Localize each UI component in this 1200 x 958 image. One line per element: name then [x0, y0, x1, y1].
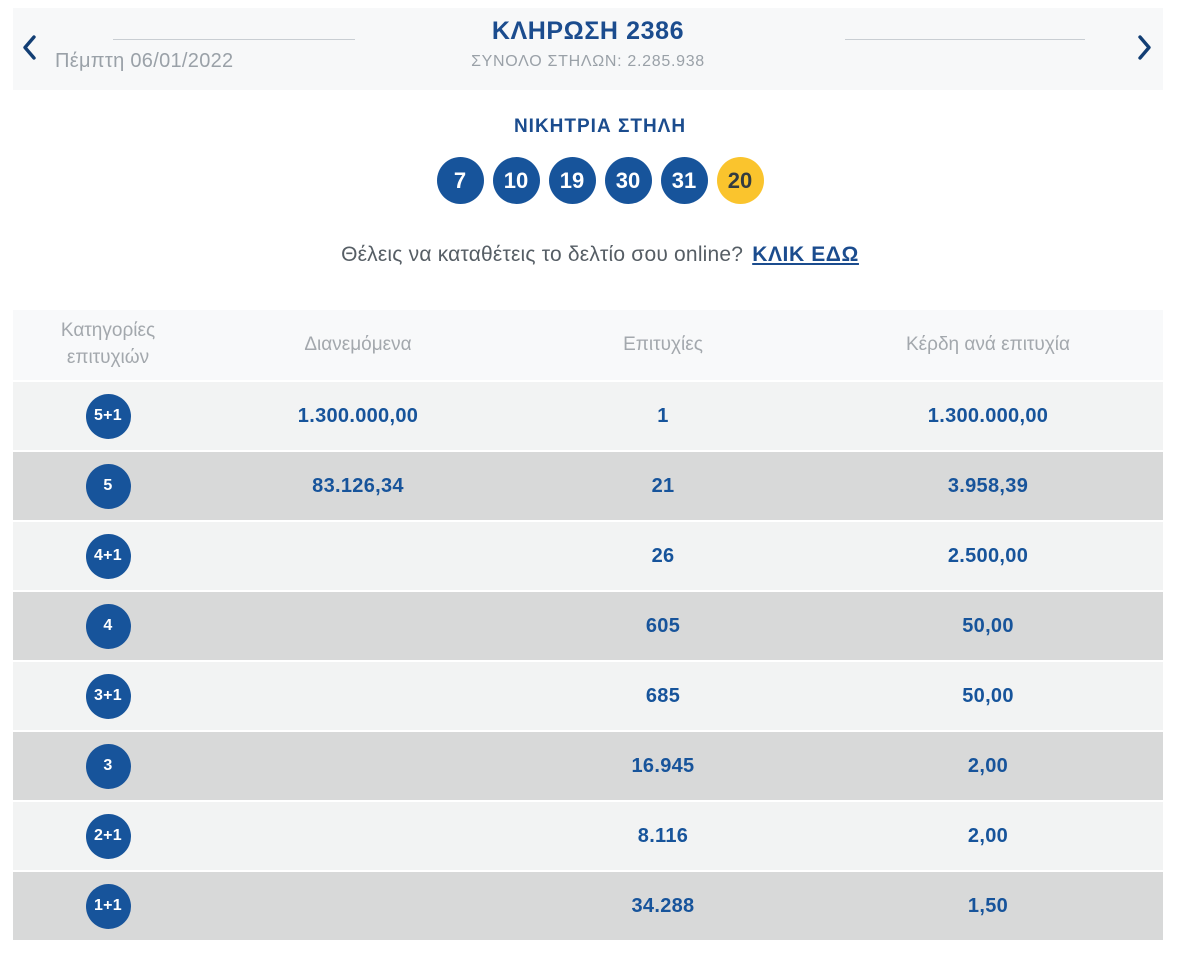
- draw-title-block: ΚΛΗΡΩΣΗ 2386 ΣΥΝΟΛΟ ΣΤΗΛΩΝ: 2.285.938: [13, 17, 1163, 71]
- winners-cell: 26: [651, 544, 675, 567]
- tier-badge: 3: [85, 743, 131, 789]
- prize-per-winner-cell: 50,00: [962, 684, 1014, 707]
- tier-badge: 5: [85, 463, 131, 509]
- winning-number-ball: 7: [436, 157, 484, 204]
- prize-tier-row: 4+1 26 2.500,00: [13, 522, 1163, 592]
- prize-per-winner-cell: 2,00: [967, 754, 1009, 777]
- winners-cell: 8.116: [637, 824, 689, 847]
- prize-per-winner-cell: 1.300.000,00: [927, 404, 1049, 427]
- prize-tier-row: 3 16.945 2,00: [13, 732, 1163, 802]
- prize-per-winner-cell: 2.500,00: [947, 544, 1029, 567]
- tier-badge-cell: 3+1: [13, 673, 203, 719]
- prize-tier-row: 1+1 34.288 1,50: [13, 872, 1163, 942]
- prize-tier-row: 2+1 8.116 2,00: [13, 802, 1163, 872]
- winners-cell: 21: [651, 474, 675, 497]
- winning-column-heading: ΝΙΚΗΤΡΙΑ ΣΤΗΛΗ: [513, 116, 687, 137]
- prize-per-winner-cell: 2,00: [967, 824, 1009, 847]
- winning-number-ball: 31: [660, 157, 708, 204]
- winning-numbers: 7 10 19 30 31 20: [0, 157, 1200, 204]
- tier-badge: 5+1: [85, 393, 131, 439]
- prev-draw-button[interactable]: [17, 30, 42, 65]
- winners-cell: 1: [657, 404, 669, 427]
- online-promo: Θέλεις να καταθέτεις το δελτίο σου onlin…: [0, 243, 1200, 267]
- tier-badge-cell: 3: [13, 743, 203, 789]
- winners-cell: 34.288: [631, 894, 695, 917]
- winners-cell: 16.945: [631, 754, 695, 777]
- divider-line-right: [845, 39, 1085, 40]
- prize-tier-row: 5+1 1.300.000,00 1 1.300.000,00: [13, 382, 1163, 452]
- winners-cell: 685: [645, 684, 681, 707]
- draw-date: Πέμπτη 06/01/2022: [55, 50, 234, 72]
- tier-badge-cell: 5: [13, 463, 203, 509]
- prize-per-winner-cell: 1,50: [967, 894, 1009, 917]
- draw-header: Πέμπτη 06/01/2022 ΚΛΗΡΩΣΗ 2386 ΣΥΝΟΛΟ ΣΤ…: [13, 8, 1163, 90]
- tier-badge-cell: 2+1: [13, 813, 203, 859]
- prize-table: Κατηγορίες επιτυχιών Διανεμόμενα Επιτυχί…: [13, 310, 1163, 942]
- tier-badge-cell: 1+1: [13, 883, 203, 929]
- tier-badge-cell: 4: [13, 603, 203, 649]
- prize-table-header: Κατηγορίες επιτυχιών Διανεμόμενα Επιτυχί…: [13, 310, 1163, 382]
- tier-badge-cell: 4+1: [13, 533, 203, 579]
- divider-line-left: [113, 39, 355, 40]
- tier-badge: 3+1: [85, 673, 131, 719]
- prize-tier-row: 5 83.126,34 21 3.958,39: [13, 452, 1163, 522]
- column-header-distributed: Διανεμόμενα: [304, 333, 412, 355]
- draw-title: ΚΛΗΡΩΣΗ 2386: [491, 17, 685, 45]
- winning-number-ball: 10: [492, 157, 540, 204]
- tier-badge: 4: [85, 603, 131, 649]
- tier-badge-cell: 5+1: [13, 393, 203, 439]
- column-header-prize: Κέρδη ανά επιτυχία: [906, 333, 1070, 355]
- winning-number-ball: 30: [604, 157, 652, 204]
- chevron-right-icon: [1136, 35, 1153, 64]
- prize-per-winner-cell: 50,00: [962, 614, 1014, 637]
- tier-badge: 2+1: [85, 813, 131, 859]
- next-draw-button[interactable]: [1132, 30, 1157, 65]
- distributed-cell: 1.300.000,00: [297, 404, 419, 427]
- click-here-link[interactable]: ΚΛΙΚ ΕΔΩ: [752, 243, 859, 266]
- tier-badge: 4+1: [85, 533, 131, 579]
- joker-number-ball: 20: [716, 157, 764, 204]
- prize-tier-row: 3+1 685 50,00: [13, 662, 1163, 732]
- distributed-cell: 83.126,34: [312, 474, 404, 497]
- chevron-left-icon: [21, 35, 38, 64]
- winners-cell: 605: [645, 614, 681, 637]
- promo-text: Θέλεις να καταθέτεις το δελτίο σου onlin…: [341, 243, 744, 266]
- column-header-categories: Κατηγορίες επιτυχιών: [60, 320, 156, 368]
- tier-badge: 1+1: [85, 883, 131, 929]
- prize-tier-row: 4 605 50,00: [13, 592, 1163, 662]
- winning-number-ball: 19: [548, 157, 596, 204]
- prize-per-winner-cell: 3.958,39: [947, 474, 1029, 497]
- column-header-winners: Επιτυχίες: [623, 333, 703, 355]
- total-columns-label: ΣΥΝΟΛΟ ΣΤΗΛΩΝ: 2.285.938: [471, 53, 705, 70]
